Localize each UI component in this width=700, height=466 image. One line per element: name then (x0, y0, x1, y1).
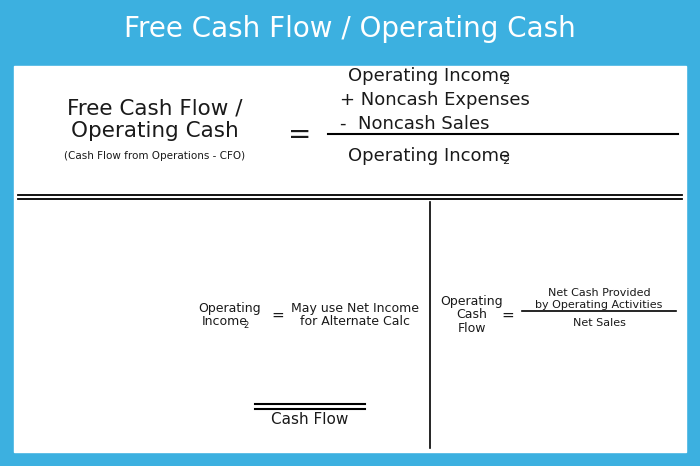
Text: -  Noncash Sales: - Noncash Sales (340, 115, 489, 133)
Text: May use Net Income: May use Net Income (291, 302, 419, 315)
Text: Income: Income (202, 315, 248, 328)
Text: Free Cash Flow / Operating Cash: Free Cash Flow / Operating Cash (124, 15, 576, 43)
Bar (14, 66, 686, 452)
Text: by Operating Activities: by Operating Activities (536, 300, 663, 310)
Text: Operating Cash: Operating Cash (71, 121, 239, 141)
Text: Operating: Operating (441, 295, 503, 308)
Text: Net Sales: Net Sales (573, 318, 625, 328)
Text: Operating Income: Operating Income (348, 147, 510, 165)
Text: Cash: Cash (456, 308, 487, 322)
Text: Free Cash Flow /: Free Cash Flow / (67, 98, 243, 118)
Text: Operating Income: Operating Income (348, 67, 510, 85)
Text: (Cash Flow from Operations - CFO): (Cash Flow from Operations - CFO) (64, 151, 246, 161)
Text: 2: 2 (502, 156, 509, 166)
Text: Cash Flow: Cash Flow (272, 412, 349, 427)
Text: for Alternate Calc: for Alternate Calc (300, 315, 410, 328)
Text: =: = (272, 308, 284, 322)
Text: + Noncash Expenses: + Noncash Expenses (340, 91, 530, 109)
Text: =: = (288, 121, 312, 149)
Text: Net Cash Provided: Net Cash Provided (547, 288, 650, 298)
Bar (0, 0, 700, 58)
Text: Flow: Flow (458, 322, 486, 335)
Text: =: = (502, 308, 514, 322)
Text: 2: 2 (244, 321, 248, 330)
Text: 2: 2 (502, 76, 509, 86)
Text: Operating: Operating (199, 302, 261, 315)
